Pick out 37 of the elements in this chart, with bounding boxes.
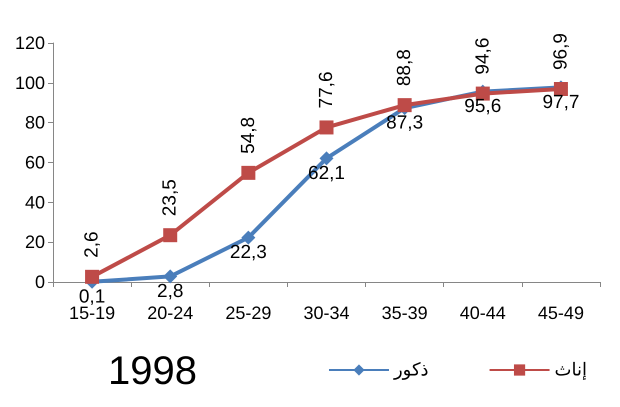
data-label: 77,6 (316, 71, 337, 108)
legend-label: إناث (554, 360, 588, 380)
y-tick-label: 120 (14, 33, 45, 53)
point (163, 269, 178, 284)
y-tick-label: 40 (24, 192, 45, 212)
data-label: 88,8 (394, 49, 416, 86)
data-label: 94,6 (472, 38, 494, 75)
y-tick-label: 60 (24, 152, 45, 172)
point (241, 166, 256, 180)
point (320, 120, 334, 134)
point (85, 270, 100, 284)
point (320, 151, 334, 166)
y-tick-label: 20 (24, 232, 45, 252)
data-label: 54,8 (238, 116, 259, 154)
legend-label: ذكور (392, 360, 429, 380)
point (163, 228, 178, 242)
data-label: 96,9 (550, 33, 572, 70)
data-label: 23,5 (160, 179, 181, 216)
data-label: 22,3 (230, 242, 267, 264)
data-label: 95,6 (464, 96, 502, 118)
x-tick-label: 20-24 (147, 303, 194, 323)
data-label: 0,1 (78, 286, 106, 308)
x-tick-label: 40-44 (460, 303, 506, 323)
text: 1998 (108, 349, 197, 393)
x-tick-label: 45-49 (538, 303, 584, 323)
data-label: 97,7 (542, 92, 580, 113)
data-label: 2,6 (82, 231, 103, 258)
data-label: 2,8 (157, 280, 184, 302)
y-tick-label: 100 (14, 72, 45, 93)
x-tick-label: 25-29 (225, 303, 272, 323)
y-tick-label: 80 (24, 112, 45, 133)
point (398, 98, 412, 112)
y-tick-label: 0 (34, 272, 45, 292)
data-label: 87,3 (386, 112, 424, 134)
point (241, 230, 256, 245)
x-tick-label: 35-39 (382, 303, 428, 323)
x-tick-label: 30-34 (303, 303, 350, 323)
